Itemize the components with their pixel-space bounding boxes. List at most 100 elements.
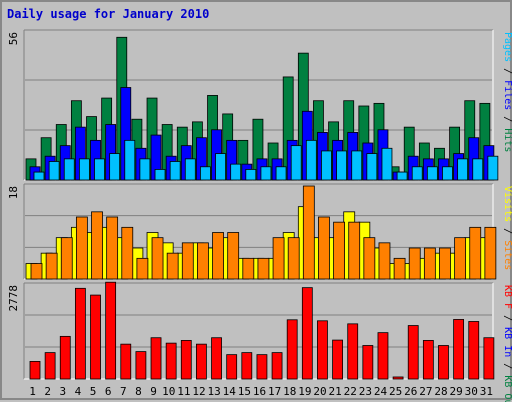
x-tick-label-day-22: 22 bbox=[344, 385, 357, 398]
bar-sites-day-7 bbox=[121, 226, 134, 280]
bar-kb_f-day-4 bbox=[74, 287, 86, 380]
bar-kb_f-day-31 bbox=[483, 337, 495, 380]
x-tick-label-day-11: 11 bbox=[177, 385, 190, 398]
bar-sites-day-15 bbox=[242, 257, 255, 280]
axis-label-part: Hits bbox=[502, 128, 512, 152]
axis-label-visits_sites: Visits / Sites bbox=[502, 186, 512, 270]
x-tick-label-day-6: 6 bbox=[105, 385, 112, 398]
x-tick-label-day-10: 10 bbox=[162, 385, 175, 398]
x-tick-label-day-2: 2 bbox=[44, 385, 51, 398]
bar-pages-day-27 bbox=[426, 166, 438, 181]
bar-kb_f-day-13 bbox=[211, 337, 222, 380]
x-tick-label-day-26: 26 bbox=[404, 385, 417, 398]
bar-pages-day-12 bbox=[200, 166, 211, 181]
x-tick-label-day-28: 28 bbox=[434, 385, 447, 398]
bar-kb_f-day-26 bbox=[407, 325, 419, 380]
x-tick-label-day-29: 29 bbox=[450, 385, 463, 398]
bar-pages-day-21 bbox=[336, 150, 347, 181]
bar-pages-day-20 bbox=[321, 150, 332, 181]
bar-pages-day-31 bbox=[487, 155, 499, 181]
bar-sites-day-22 bbox=[348, 221, 361, 280]
bar-sites-day-19 bbox=[302, 185, 315, 280]
bar-pages-day-13 bbox=[215, 153, 226, 181]
bar-sites-day-2 bbox=[45, 252, 58, 280]
axis-label-part: KB In bbox=[502, 327, 512, 357]
bar-sites-day-31 bbox=[484, 226, 497, 280]
bar-sites-day-10 bbox=[166, 252, 179, 280]
x-tick-label-day-20: 20 bbox=[313, 385, 326, 398]
bar-kb_f-day-10 bbox=[165, 342, 177, 380]
x-tick-label-day-4: 4 bbox=[75, 385, 82, 398]
bar-pages-day-18 bbox=[290, 145, 302, 181]
x-tick-label-day-19: 19 bbox=[298, 385, 311, 398]
bar-pages-day-1 bbox=[33, 171, 45, 181]
bar-kb_f-day-15 bbox=[241, 352, 253, 380]
bar-pages-day-24 bbox=[381, 147, 393, 181]
bar-pages-day-23 bbox=[366, 153, 378, 181]
axis-label-part: / bbox=[502, 357, 512, 375]
x-tick-label-day-12: 12 bbox=[192, 385, 205, 398]
bar-sites-day-13 bbox=[212, 232, 224, 280]
x-tick-label-day-9: 9 bbox=[150, 385, 157, 398]
bar-kb_f-day-3 bbox=[59, 335, 71, 380]
axis-label-part: Pages bbox=[502, 32, 512, 62]
x-tick-label-day-23: 23 bbox=[359, 385, 372, 398]
bar-kb_f-day-29 bbox=[453, 319, 465, 380]
bar-sites-day-18 bbox=[287, 237, 300, 280]
x-tick-label-day-13: 13 bbox=[207, 385, 220, 398]
bar-kb_f-day-27 bbox=[422, 340, 434, 380]
x-tick-label-day-8: 8 bbox=[135, 385, 142, 398]
bar-sites-day-1 bbox=[30, 263, 43, 280]
bar-sites-day-29 bbox=[454, 237, 467, 280]
x-tick-label-day-3: 3 bbox=[60, 385, 67, 398]
axis-label-kbytes: KB F / KB In / KB Out bbox=[502, 285, 512, 402]
bar-sites-day-6 bbox=[106, 216, 119, 280]
bar-kb_f-day-19 bbox=[301, 287, 313, 380]
axis-label-part: / bbox=[502, 222, 512, 240]
bar-pages-day-30 bbox=[472, 158, 484, 181]
axis-label-hits_files_pages: Pages / Files / Hits bbox=[502, 32, 512, 152]
axis-label-part: Sites bbox=[502, 240, 512, 270]
bar-pages-day-3 bbox=[63, 158, 75, 181]
bar-pages-day-28 bbox=[442, 166, 453, 181]
bar-kb_f-day-20 bbox=[317, 320, 328, 380]
bar-sites-day-11 bbox=[181, 242, 194, 280]
bar-kb_f-day-22 bbox=[347, 323, 359, 380]
bar-kb_f-day-24 bbox=[377, 332, 389, 380]
x-tick-label-day-14: 14 bbox=[223, 385, 237, 398]
bar-pages-day-19 bbox=[305, 139, 317, 181]
bar-sites-day-23 bbox=[363, 237, 376, 280]
x-tick-label-day-7: 7 bbox=[120, 385, 127, 398]
bar-pages-day-22 bbox=[351, 150, 363, 181]
bar-pages-day-10 bbox=[169, 161, 181, 181]
bar-pages-day-25 bbox=[396, 171, 408, 181]
x-tick-label-day-25: 25 bbox=[389, 385, 402, 398]
bar-pages-day-8 bbox=[139, 158, 151, 181]
axis-label-part: / bbox=[502, 110, 512, 128]
axis-label-part: / bbox=[502, 62, 512, 80]
bar-pages-day-6 bbox=[109, 153, 121, 181]
bar-kb_f-day-12 bbox=[196, 343, 207, 380]
y-max-tick-label: 2778 bbox=[7, 285, 20, 312]
bar-sites-day-5 bbox=[91, 211, 103, 280]
bar-sites-day-24 bbox=[378, 242, 391, 280]
bar-sites-day-9 bbox=[151, 237, 164, 280]
bar-sites-day-16 bbox=[257, 257, 270, 280]
bar-sites-day-14 bbox=[227, 232, 240, 280]
bar-pages-day-7 bbox=[124, 139, 136, 181]
bar-kb_f-day-30 bbox=[468, 321, 480, 380]
bar-kb_f-day-9 bbox=[150, 337, 162, 380]
bar-pages-day-29 bbox=[457, 158, 469, 181]
bar-sites-day-20 bbox=[318, 216, 330, 280]
x-tick-label-day-31: 31 bbox=[480, 385, 493, 398]
bar-sites-day-25 bbox=[393, 257, 406, 280]
bar-sites-day-3 bbox=[60, 237, 73, 280]
bar-kb_f-day-14 bbox=[226, 354, 238, 380]
bar-sites-day-28 bbox=[439, 247, 451, 280]
bar-kb_f-day-25 bbox=[392, 376, 404, 380]
bar-kb_f-day-17 bbox=[271, 352, 283, 380]
bar-kb_f-day-5 bbox=[90, 294, 101, 380]
bar-kb_f-day-28 bbox=[438, 345, 449, 380]
bar-sites-day-21 bbox=[333, 221, 345, 280]
